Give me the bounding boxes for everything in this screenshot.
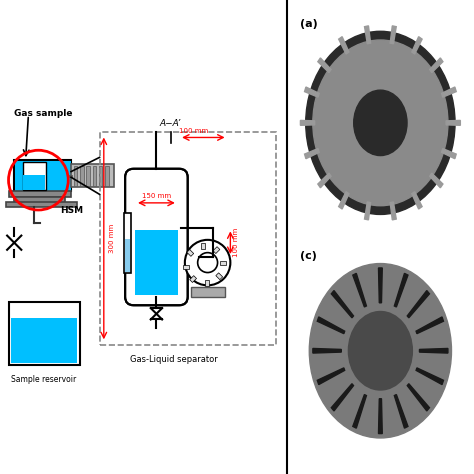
Polygon shape (318, 173, 331, 188)
Bar (187, 249, 194, 256)
Text: HSM: HSM (60, 206, 83, 215)
Polygon shape (412, 191, 422, 209)
Circle shape (354, 90, 407, 155)
Polygon shape (365, 26, 371, 44)
Bar (93, 166, 96, 186)
Circle shape (306, 31, 455, 214)
Polygon shape (353, 394, 366, 428)
Text: 100 mm: 100 mm (179, 128, 208, 134)
Circle shape (309, 264, 451, 438)
Polygon shape (430, 58, 443, 73)
Bar (14, 160, 71, 191)
Polygon shape (318, 58, 331, 73)
Bar (216, 273, 223, 280)
Bar (205, 280, 209, 286)
Polygon shape (390, 202, 396, 220)
Text: Gas-Liquid separator: Gas-Liquid separator (129, 355, 218, 364)
Bar (23, 175, 45, 190)
Bar (86, 166, 90, 186)
Text: (c): (c) (301, 251, 317, 261)
Circle shape (198, 253, 218, 273)
Bar (105, 166, 109, 186)
Bar (99, 166, 102, 186)
Bar (14, 197, 65, 203)
Bar (220, 261, 226, 264)
Polygon shape (390, 26, 396, 44)
Polygon shape (416, 368, 444, 384)
Bar (100, 132, 276, 345)
Bar (125, 239, 130, 272)
Bar (71, 164, 114, 187)
Polygon shape (301, 120, 315, 125)
Bar (183, 264, 189, 269)
Text: (a): (a) (301, 19, 318, 29)
Bar (6, 202, 77, 207)
Polygon shape (305, 87, 319, 97)
Polygon shape (446, 120, 460, 125)
Polygon shape (338, 191, 349, 209)
Text: 300 mm: 300 mm (109, 224, 116, 253)
Polygon shape (379, 399, 382, 434)
Polygon shape (365, 202, 371, 220)
Polygon shape (442, 87, 456, 97)
Polygon shape (419, 348, 448, 353)
Bar (74, 166, 77, 186)
Polygon shape (313, 348, 341, 353)
Polygon shape (407, 291, 429, 318)
Text: A−A’: A−A’ (160, 119, 182, 128)
Polygon shape (379, 268, 382, 303)
Bar (191, 287, 225, 297)
Polygon shape (353, 273, 366, 307)
Polygon shape (317, 317, 345, 334)
Polygon shape (412, 36, 422, 54)
Circle shape (348, 311, 412, 390)
Polygon shape (305, 148, 319, 159)
Bar (213, 246, 220, 254)
Bar (135, 229, 178, 295)
Bar (23, 162, 46, 190)
Polygon shape (317, 368, 345, 384)
Bar (201, 243, 205, 249)
Polygon shape (394, 394, 408, 428)
Polygon shape (394, 273, 408, 307)
Text: 100 mm: 100 mm (233, 228, 239, 257)
Bar (124, 213, 131, 273)
Polygon shape (442, 148, 456, 159)
Polygon shape (416, 317, 444, 334)
Circle shape (313, 40, 448, 206)
Polygon shape (407, 384, 429, 411)
Bar (190, 276, 197, 283)
Polygon shape (331, 291, 354, 318)
Text: Sample reservoir: Sample reservoir (11, 375, 77, 384)
Text: Gas sample: Gas sample (14, 109, 73, 118)
Polygon shape (338, 36, 349, 54)
Bar (15, 161, 71, 191)
Circle shape (185, 240, 230, 285)
Polygon shape (430, 173, 443, 188)
FancyBboxPatch shape (125, 169, 188, 305)
Polygon shape (331, 384, 354, 411)
Bar (11, 318, 77, 363)
Bar (80, 166, 83, 186)
Text: 150 mm: 150 mm (142, 192, 171, 199)
Bar (9, 302, 80, 365)
Bar (9, 191, 71, 197)
